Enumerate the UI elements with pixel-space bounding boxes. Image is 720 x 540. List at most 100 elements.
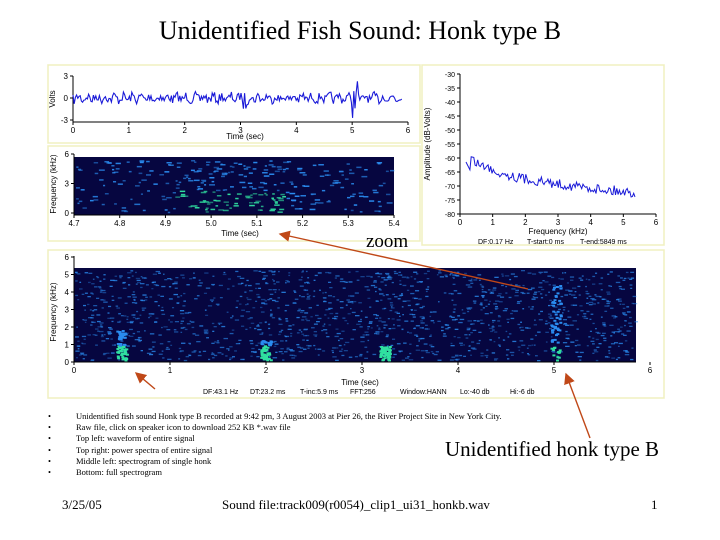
- spectrogram-cell: [385, 273, 390, 276]
- honk-highlight: [556, 327, 560, 330]
- spectrogram-cell: [284, 351, 288, 353]
- spectrogram-cell: [345, 304, 348, 306]
- spectrogram-cell: [467, 310, 470, 313]
- spectrogram-cell: [286, 347, 290, 349]
- spectrogram-cell: [543, 350, 548, 352]
- spectrogram-cell: [389, 302, 393, 304]
- honk-x-tick-label: 5.4: [388, 219, 400, 228]
- full-x-tick-label: 0: [72, 366, 77, 375]
- spectrogram-cell: [489, 291, 495, 293]
- spectrogram-cell: [324, 174, 329, 176]
- spectrogram-cell: [532, 296, 535, 298]
- spectrogram-cell: [183, 300, 186, 302]
- spectrogram-cell: [129, 335, 134, 337]
- spectrogram-cell: [323, 297, 327, 299]
- spectrogram-cell: [123, 315, 127, 317]
- honk-highlight: [556, 333, 560, 336]
- spectrogram-cell: [565, 337, 570, 339]
- spectrogram-cell: [567, 316, 572, 318]
- spectrogram-cell: [372, 353, 377, 356]
- spectrogram-cell: [382, 182, 386, 185]
- spectrogram-cell: [97, 286, 102, 288]
- spectrogram-cell: [75, 294, 78, 297]
- spectrogram-cell: [84, 272, 89, 274]
- spectrogram-cell: [162, 198, 167, 201]
- spectrogram-cell: [588, 279, 591, 281]
- spectrogram-cell: [399, 315, 401, 317]
- spectrogram-cell: [152, 346, 155, 348]
- spectrogram-cell: [597, 332, 601, 334]
- spectrogram-cell: [613, 332, 615, 334]
- spectrogram-cell: [429, 344, 433, 346]
- spectrogram-cell: [626, 311, 631, 313]
- spectrogram-cell: [608, 350, 611, 352]
- honk-highlight: [551, 325, 555, 328]
- power-y-tick-label: -60: [445, 156, 455, 163]
- spectrogram-cell: [378, 205, 382, 208]
- spectrogram-cell: [200, 191, 207, 194]
- spectrogram-cell: [602, 322, 606, 324]
- spectrogram-cell: [367, 339, 370, 342]
- honk-highlight: [557, 351, 561, 353]
- spectrogram-cell: [110, 352, 115, 354]
- spectrogram-cell: [572, 287, 577, 289]
- spectrogram-cell: [107, 312, 110, 314]
- spectrogram-cell: [273, 184, 277, 186]
- full-x-tick-label: 4: [456, 366, 461, 375]
- spectrogram-cell: [309, 208, 316, 211]
- honk-highlight: [558, 318, 562, 321]
- spectrogram-cell: [128, 170, 132, 173]
- bullet-list: Unidentified fish sound Honk type B reco…: [48, 411, 502, 478]
- spectrogram-cell: [76, 326, 78, 328]
- spectrogram-cell: [511, 310, 514, 312]
- spectrogram-cell: [173, 207, 176, 210]
- spectrogram-cell: [245, 195, 251, 198]
- spectrogram-cell: [155, 317, 159, 319]
- honk-highlight: [117, 345, 121, 348]
- spectrogram-cell: [526, 292, 530, 294]
- spectrogram-cell: [480, 285, 484, 287]
- spectrogram-cell: [552, 284, 556, 286]
- spectrogram-cell: [255, 287, 258, 290]
- spectrogram-cell: [480, 352, 484, 354]
- spectrogram-cell: [376, 325, 379, 327]
- spectrogram-cell: [308, 295, 311, 297]
- spectrogram-cell: [558, 277, 561, 280]
- spectrogram-cell: [299, 295, 301, 297]
- spectrogram-cell: [520, 329, 525, 331]
- spectrogram-cell: [465, 337, 469, 339]
- spectrogram-cell: [300, 195, 306, 197]
- spectrogram-cell: [488, 327, 494, 330]
- spectrogram-cell: [138, 340, 141, 343]
- spectrogram-cell: [180, 327, 184, 329]
- spectrogram-cell: [141, 179, 147, 181]
- spectrogram-cell: [375, 290, 377, 293]
- spectrogram-cell: [213, 354, 218, 357]
- spectrogram-cell: [296, 344, 300, 346]
- spectrogram-cell: [432, 311, 437, 313]
- spectrogram-cell: [213, 171, 216, 173]
- honk-highlight: [553, 327, 557, 330]
- spectrogram-cell: [316, 304, 319, 306]
- spectrogram-cell: [81, 189, 85, 191]
- spectrogram-cell: [199, 282, 203, 284]
- spectrogram-cell: [457, 315, 461, 317]
- spectrogram-cell: [399, 351, 401, 353]
- spectrogram-cell: [314, 202, 318, 204]
- honk-highlight: [379, 354, 383, 357]
- spectrogram-cell: [456, 275, 460, 277]
- full-spectrogram-info: DT:23.2 ms: [250, 389, 286, 396]
- spectrogram-cell: [188, 354, 192, 357]
- spectrogram-cell: [454, 354, 459, 356]
- spectrogram-cell: [285, 320, 289, 322]
- spectrogram-cell: [120, 340, 124, 342]
- honk-highlight: [384, 353, 388, 356]
- spectrogram-cell: [211, 300, 214, 303]
- spectrogram-cell: [256, 325, 260, 327]
- spectrogram-cell: [108, 305, 112, 308]
- spectrogram-cell: [209, 299, 215, 301]
- spectrogram-cell: [497, 320, 501, 322]
- spectrogram-cell: [122, 287, 127, 289]
- spectrogram-cell: [277, 168, 283, 170]
- spectrogram-cell: [278, 199, 284, 202]
